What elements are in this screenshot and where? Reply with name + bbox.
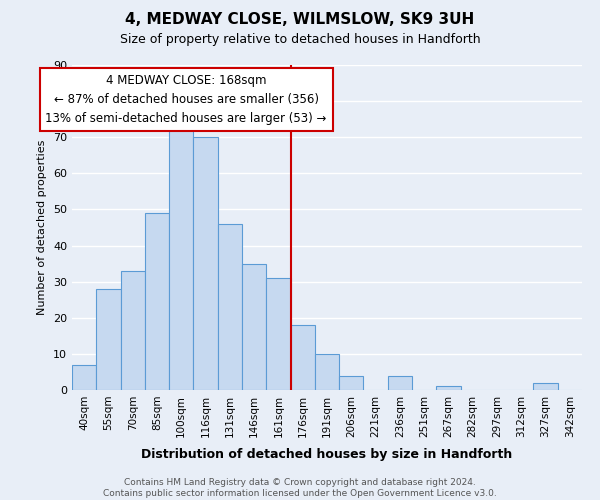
Bar bbox=[145, 213, 169, 390]
Bar bbox=[169, 126, 193, 390]
Bar bbox=[339, 376, 364, 390]
Bar bbox=[436, 386, 461, 390]
Y-axis label: Number of detached properties: Number of detached properties bbox=[37, 140, 47, 315]
Bar bbox=[121, 271, 145, 390]
Bar bbox=[72, 364, 96, 390]
Text: Size of property relative to detached houses in Handforth: Size of property relative to detached ho… bbox=[119, 32, 481, 46]
Bar bbox=[242, 264, 266, 390]
Bar bbox=[388, 376, 412, 390]
Bar bbox=[96, 289, 121, 390]
Bar bbox=[266, 278, 290, 390]
Text: 4 MEDWAY CLOSE: 168sqm
← 87% of detached houses are smaller (356)
13% of semi-de: 4 MEDWAY CLOSE: 168sqm ← 87% of detached… bbox=[46, 74, 327, 125]
Bar bbox=[218, 224, 242, 390]
Text: Contains HM Land Registry data © Crown copyright and database right 2024.
Contai: Contains HM Land Registry data © Crown c… bbox=[103, 478, 497, 498]
Bar bbox=[290, 325, 315, 390]
Bar bbox=[533, 383, 558, 390]
Text: 4, MEDWAY CLOSE, WILMSLOW, SK9 3UH: 4, MEDWAY CLOSE, WILMSLOW, SK9 3UH bbox=[125, 12, 475, 28]
X-axis label: Distribution of detached houses by size in Handforth: Distribution of detached houses by size … bbox=[142, 448, 512, 461]
Bar bbox=[315, 354, 339, 390]
Bar bbox=[193, 137, 218, 390]
